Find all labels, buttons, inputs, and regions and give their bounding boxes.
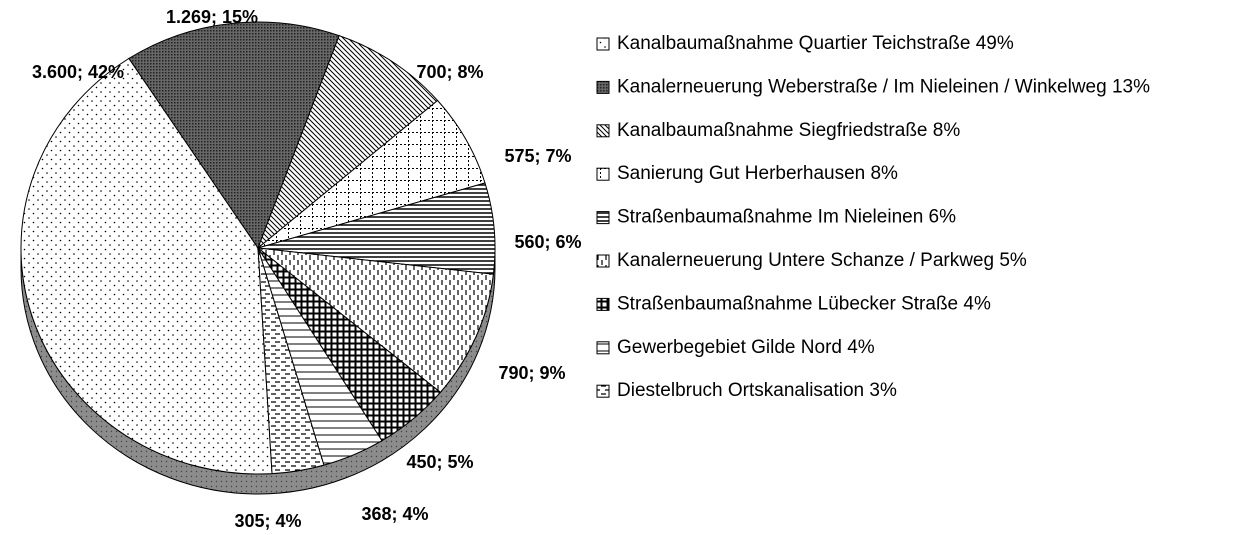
legend-label: Sanierung Gut Herberhausen 8% <box>617 163 898 184</box>
data-label: 560; 6% <box>514 232 581 252</box>
legend-label: Kanalerneuerung Weberstraße / Im Nielein… <box>617 76 1150 97</box>
pie-slice <box>257 247 325 475</box>
legend-swatch <box>596 167 610 181</box>
legend-label: Diestelbruch Ortskanalisation 3% <box>617 380 897 401</box>
data-label: 368; 4% <box>361 504 428 524</box>
data-label: 3.600; 42% <box>32 62 124 82</box>
pie-slice <box>256 247 494 393</box>
legend-swatch <box>596 297 610 311</box>
pie-slice <box>20 57 273 475</box>
legend-label: Straßenbaumaßnahme Im Nieleinen 6% <box>617 207 956 228</box>
legend-label: Kanalerneuerung Untere Schanze / Parkweg… <box>617 250 1027 271</box>
legend-swatch <box>596 384 610 398</box>
legend-label: Kanalbaumaßnahme Siegfriedstraße 8% <box>617 120 960 141</box>
legend-swatch <box>596 124 610 138</box>
legend-swatch <box>596 254 610 268</box>
legend-swatch <box>596 37 610 51</box>
data-label: 790; 9% <box>498 363 565 383</box>
legend-swatch <box>596 80 610 94</box>
pie-slice <box>256 35 439 250</box>
data-label: 700; 8% <box>416 62 483 82</box>
data-label: 305; 4% <box>234 511 301 531</box>
data-label: 1.269; 15% <box>166 7 258 27</box>
legend-label: Kanalbaumaßnahme Quartier Teichstraße 49… <box>617 33 1014 54</box>
data-label: 575; 7% <box>504 146 571 166</box>
pie-slice <box>128 21 340 250</box>
legend-swatch <box>596 341 610 355</box>
legend-label: Gewerbegebiet Gilde Nord 4% <box>617 337 875 358</box>
legend-label: Straßenbaumaßnahme Lübecker Straße 4% <box>617 293 991 314</box>
legend-swatch <box>596 211 610 225</box>
data-label: 450; 5% <box>406 452 473 472</box>
